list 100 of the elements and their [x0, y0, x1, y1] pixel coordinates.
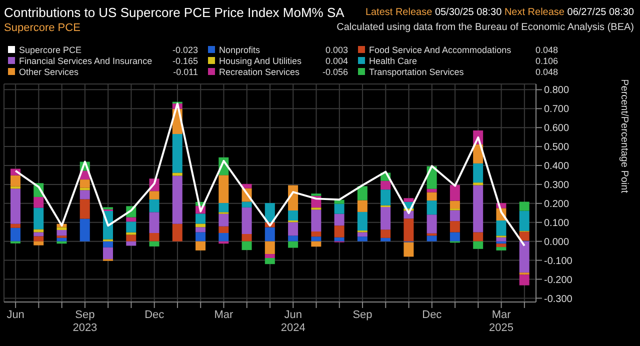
text: Latest Release: [365, 7, 432, 18]
bar: [311, 210, 322, 232]
bar: [334, 200, 344, 204]
legend-label: Financial Services And Insurance: [19, 56, 154, 66]
bar: [311, 236, 322, 242]
y-tick-label: 0.300: [544, 180, 570, 192]
bar: [473, 185, 484, 232]
text: 0.004: [325, 56, 348, 66]
bar: [126, 241, 136, 246]
bar: [496, 220, 506, 236]
bar: [218, 233, 229, 242]
bar: [519, 210, 530, 231]
bar: [450, 200, 460, 209]
bar: [126, 222, 136, 232]
bar: [264, 241, 275, 254]
x-tick-label: Sep: [75, 308, 95, 321]
bar: [80, 190, 90, 200]
bar: [334, 214, 344, 226]
bar: [242, 184, 252, 188]
text: 0.106: [535, 56, 558, 66]
bar: [172, 176, 182, 224]
text: -0.056: [322, 66, 348, 76]
bar: [172, 224, 182, 242]
text: -0.165: [172, 56, 198, 66]
x-tick-label: Mar: [492, 308, 512, 321]
text: 2024: [280, 322, 306, 334]
y-tick-label: -0.200: [544, 274, 573, 286]
y-tick-label: -0.100: [544, 256, 573, 267]
bar: [126, 217, 136, 222]
bar: [103, 241, 113, 248]
bar: [196, 232, 206, 242]
bar: [56, 238, 67, 242]
text: 0.048: [535, 44, 558, 54]
bar: [519, 232, 530, 241]
bar: [404, 198, 414, 202]
bar: [196, 214, 206, 224]
x-tick-label: Mar: [214, 308, 234, 321]
bar: [264, 203, 275, 222]
bar: [172, 172, 182, 176]
y-axis-title: Percent/Percentage Point: [618, 79, 630, 194]
bar: [473, 182, 484, 186]
y-tick-label: 0.600: [544, 123, 570, 134]
bar: [56, 227, 67, 230]
bar: [426, 214, 437, 234]
bar: [496, 237, 506, 242]
y-tick-label: 0.800: [544, 85, 570, 96]
bar: [288, 222, 298, 236]
bar: [357, 200, 368, 212]
bar: [10, 228, 20, 242]
text: Calculated using data from the Bureau of Economic Analysis (BEA): [336, 22, 634, 33]
bar: [10, 224, 20, 228]
bar: [242, 207, 252, 234]
bar: [288, 241, 298, 248]
bar: [357, 236, 368, 242]
bar: [80, 199, 90, 219]
bar: [149, 191, 160, 200]
bar: [80, 180, 90, 188]
bar: [426, 200, 437, 215]
bar: [218, 203, 229, 212]
bar: [288, 236, 298, 242]
x-tick-label: Dec: [144, 308, 165, 321]
bar: [10, 188, 20, 224]
bar: [473, 163, 484, 183]
bar: [172, 134, 182, 173]
bar: [34, 196, 44, 208]
chart-title: Contributions to US Supercore PCE Price Index MoM% SA: [4, 5, 344, 20]
bar: [450, 185, 460, 201]
x-tick-label: Sep: [352, 308, 372, 321]
text: 05/30/25 08:30: [434, 7, 502, 18]
y-tick-label: 0.400: [544, 161, 570, 172]
bar: [242, 234, 252, 242]
x-tick-label: Jun: [6, 308, 24, 321]
bar: [334, 237, 344, 242]
legend-label: Food Service And Accommodations: [369, 44, 512, 54]
y-tick-label: 0.100: [544, 218, 570, 229]
bar: [149, 233, 160, 242]
bar: [311, 241, 322, 247]
bar: [242, 202, 252, 208]
bar: [334, 226, 344, 238]
bar: [218, 226, 229, 233]
bar: [56, 230, 67, 236]
bar: [288, 210, 298, 220]
text: -0.011: [173, 66, 198, 76]
bar: [218, 214, 229, 226]
legend-label: Transportation Services: [369, 66, 465, 76]
y-tick-label: 0.000: [544, 236, 570, 248]
bar: [519, 274, 530, 286]
bar: [196, 227, 206, 232]
bar: [426, 192, 437, 201]
bar: [149, 241, 160, 246]
bar: [357, 232, 368, 237]
bar: [519, 241, 530, 273]
bar: [357, 186, 368, 200]
line-series: [14, 102, 526, 247]
legend-label: Recreation Services: [219, 66, 301, 76]
bar: [218, 175, 229, 204]
bar: [380, 190, 391, 206]
bar: [196, 224, 206, 228]
bar: [126, 234, 136, 242]
bar: [450, 232, 460, 242]
